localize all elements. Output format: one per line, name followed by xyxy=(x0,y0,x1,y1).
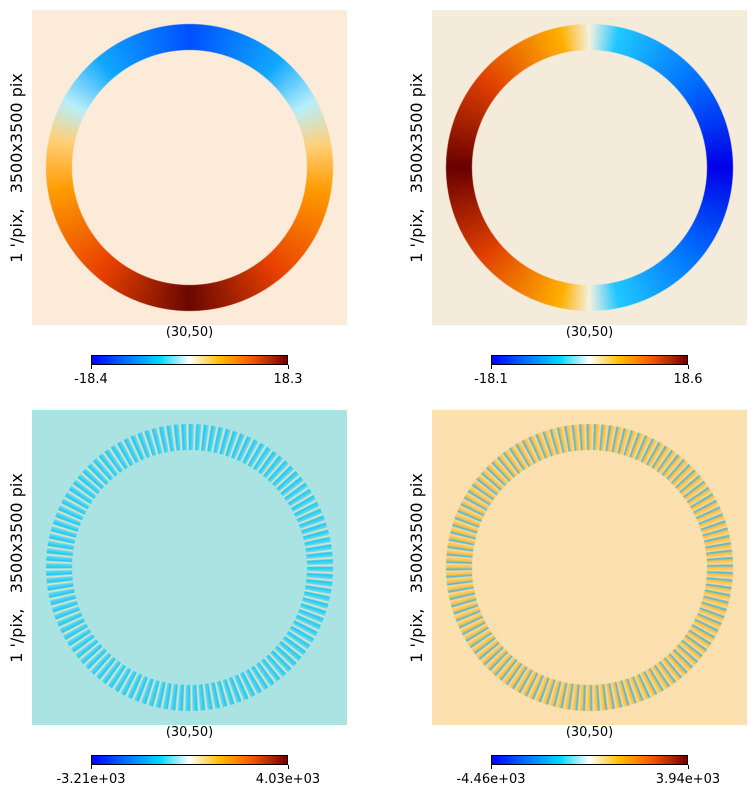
colorbar-tick xyxy=(90,365,92,369)
y-axis-label: 1 '/pix, 3500x3500 pix xyxy=(407,72,426,263)
colorbar-tick xyxy=(287,765,289,769)
map-ring xyxy=(32,410,347,725)
colorbar-tick-label: 4.03e+03 xyxy=(255,772,321,787)
y-axis-label: 1 '/pix, 3500x3500 pix xyxy=(7,72,26,263)
map-ring xyxy=(432,410,747,725)
colorbar-tick-label: -18.4 xyxy=(74,372,108,387)
x-axis-label: (30,50) xyxy=(165,325,214,340)
colorbar-tick-label: -18.1 xyxy=(474,372,508,387)
colorbar xyxy=(491,755,688,765)
colorbar xyxy=(91,355,288,365)
colorbar-tick-label: 18.3 xyxy=(273,372,303,387)
x-axis-label: (30,50) xyxy=(565,725,614,740)
colorbar-tick xyxy=(287,365,289,369)
colorbar-tick xyxy=(490,365,492,369)
x-axis-label: (30,50) xyxy=(565,325,614,340)
map-ring xyxy=(32,10,347,325)
x-axis-label: (30,50) xyxy=(165,725,214,740)
colorbar-tick-label: -4.46e+03 xyxy=(456,772,526,787)
colorbar-tick xyxy=(687,765,689,769)
colorbar-tick-label: 3.94e+03 xyxy=(655,772,721,787)
y-axis-label: 1 '/pix, 3500x3500 pix xyxy=(7,472,26,663)
colorbar-tick xyxy=(490,765,492,769)
colorbar-tick xyxy=(687,365,689,369)
y-axis-label: 1 '/pix, 3500x3500 pix xyxy=(407,472,426,663)
colorbar-tick xyxy=(90,765,92,769)
colorbar xyxy=(491,355,688,365)
colorbar-tick-label: -3.21e+03 xyxy=(56,772,126,787)
colorbar-tick-label: 18.6 xyxy=(673,372,703,387)
colorbar xyxy=(91,755,288,765)
map-ring xyxy=(432,10,747,325)
